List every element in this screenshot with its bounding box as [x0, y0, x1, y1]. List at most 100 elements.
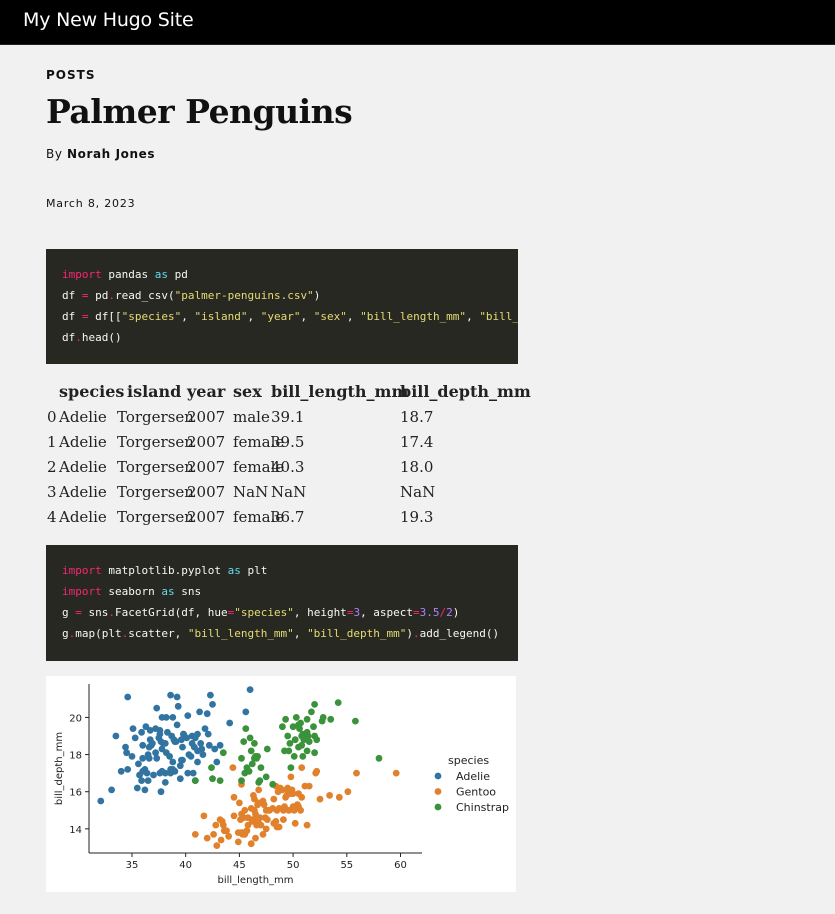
scatter-point-adelie	[184, 712, 192, 719]
scatter-point-gentoo	[392, 769, 400, 777]
scatter-point-adelie	[203, 710, 211, 718]
scatter-point-chinstrap	[305, 738, 313, 745]
code-token: 2	[446, 606, 453, 619]
scatter-point-chinstrap	[327, 715, 335, 723]
scatter-point-adelie	[153, 754, 161, 762]
y-axis-label: bill_depth_mm	[54, 732, 65, 805]
scatter-point-adelie	[166, 753, 173, 760]
y-tick-label: 14	[69, 825, 82, 836]
x-tick-label: 55	[340, 860, 353, 871]
scatter-point-adelie	[128, 753, 136, 760]
scatter-point-gentoo	[230, 793, 238, 801]
table-cell: 18.7	[400, 408, 434, 426]
row-index: 2	[47, 458, 57, 476]
scatter-point-chinstrap	[191, 777, 199, 784]
legend-label: Chinstrap	[456, 801, 509, 814]
code-token: )	[313, 289, 321, 302]
code-token: .	[68, 627, 76, 640]
scatter-point-chinstrap	[303, 747, 311, 755]
code-token: .	[413, 627, 420, 640]
legend-marker	[434, 788, 442, 795]
scatter-point-adelie	[172, 738, 180, 745]
scatter-point-gentoo	[255, 786, 263, 794]
scatter-point-gentoo	[280, 816, 287, 823]
code-token: add_legend()	[419, 627, 500, 640]
scatter-point-adelie	[108, 786, 115, 794]
table-cell: 40.3	[271, 458, 305, 476]
table-cell: 18.0	[400, 458, 434, 476]
scatter-point-chinstrap	[311, 749, 318, 757]
code-token: .	[75, 331, 82, 344]
scatter-point-adelie	[129, 725, 137, 732]
section-label[interactable]: POSTS	[46, 68, 96, 82]
table-cell: NaN	[233, 483, 269, 501]
scatter-point-gentoo	[200, 812, 208, 820]
code-token: read_csv(	[115, 289, 175, 302]
legend-marker	[434, 803, 442, 811]
code-line: import pandas as pd	[62, 268, 188, 281]
code-token: "bill_length_mm"	[360, 310, 467, 323]
scatter-point-chinstrap	[308, 708, 315, 716]
table-cell: female	[233, 433, 285, 451]
scatter-point-gentoo	[236, 799, 243, 807]
site-title-link[interactable]: My New Hugo Site	[23, 9, 194, 31]
scatter-point-adelie	[133, 784, 141, 792]
code-block-seaborn: import matplotlib.pyplot as plt import se…	[46, 545, 518, 661]
scatter-point-chinstrap	[299, 753, 307, 760]
table-header: sex	[233, 382, 262, 401]
code-token: =	[413, 606, 420, 619]
table-cell: 36.7	[271, 508, 305, 526]
code-token: import	[62, 564, 102, 577]
table-cell: Torgersen	[117, 483, 194, 501]
scatter-point-adelie	[189, 769, 197, 777]
scatter-point-gentoo	[291, 819, 299, 827]
scatter-point-adelie	[161, 740, 169, 747]
scatter-point-chinstrap	[245, 767, 253, 775]
scatter-point-gentoo	[326, 792, 333, 799]
scatter-point-adelie	[201, 725, 209, 732]
scatter-point-chinstrap	[296, 725, 303, 732]
code-line: g = sns.FacetGrid(df, hue="species", hei…	[62, 606, 459, 619]
scatter-point-chinstrap	[304, 732, 312, 740]
scatter-point-gentoo	[316, 795, 324, 803]
code-token: ,	[293, 627, 308, 640]
code-token: FacetGrid(df, hue	[115, 606, 228, 619]
scatter-point-chinstrap	[303, 715, 311, 723]
table-cell: 2007	[187, 433, 226, 451]
scatter-point-gentoo	[225, 832, 233, 840]
table-cell: 19.3	[400, 508, 434, 526]
scatter-point-chinstrap	[287, 764, 295, 771]
code-token: /	[439, 606, 447, 619]
scatter-point-adelie	[196, 708, 204, 716]
table-cell: 2007	[187, 483, 226, 501]
scatter-point-chinstrap	[238, 777, 245, 784]
scatter-point-gentoo	[213, 842, 221, 849]
scatter-point-chinstrap	[219, 749, 227, 757]
scatter-point-chinstrap	[242, 725, 250, 732]
scatter-point-adelie	[157, 788, 165, 796]
code-token: "sex"	[313, 310, 347, 323]
scatter-point-adelie	[152, 749, 159, 757]
scatter-point-adelie	[205, 741, 213, 749]
scatter-point-gentoo	[257, 821, 265, 829]
code-block-pandas: import pandas as pd df = pd.read_csv("pal…	[46, 249, 518, 364]
code-token: .	[108, 289, 115, 302]
scatter-point-chinstrap	[279, 723, 286, 731]
table-header: island	[127, 382, 182, 401]
scatter-point-chinstrap	[257, 764, 265, 771]
code-token: .	[108, 606, 115, 619]
scatter-point-adelie	[209, 701, 216, 708]
scatter-point-adelie	[143, 769, 151, 777]
x-tick-label: 45	[233, 860, 246, 871]
scatter-point-adelie	[178, 736, 185, 744]
byline: By Norah Jones	[46, 147, 155, 161]
code-token: "island"	[194, 310, 248, 323]
table-cell: 2007	[187, 508, 226, 526]
code-token: df	[62, 331, 76, 344]
scatter-point-adelie	[198, 745, 206, 753]
code-token: )	[452, 606, 460, 619]
scatter-point-gentoo	[263, 816, 271, 823]
site-header: My New Hugo Site	[0, 0, 835, 45]
table-cell: 39.5	[271, 433, 305, 451]
scatter-plot: 35 40 45 50 55 60 14 16 18 20 bill_length_mm bill_d…	[46, 676, 516, 892]
